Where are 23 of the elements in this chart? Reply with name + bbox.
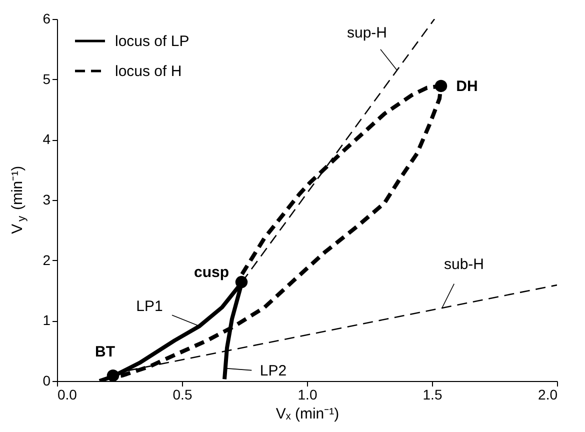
legend-label: locus of LP (115, 33, 190, 50)
x-tick-label: 1.0 (298, 386, 318, 402)
annotation: LP2 (260, 362, 287, 380)
annotation: sup-H (346, 24, 388, 42)
y-tick-label: 6 (42, 10, 51, 26)
x-tick-label: 0.0 (58, 386, 78, 402)
y-tick-label: 3 (42, 192, 51, 208)
y-tick-label: 2 (42, 252, 51, 268)
y-tick-label: 1 (42, 312, 51, 328)
x-tick-label: 2.0 (538, 386, 558, 402)
x-tick-label: 0.5 (172, 386, 192, 402)
y-tick-label: 5 (42, 70, 51, 87)
x-tick-label: 1.5 (422, 386, 442, 402)
annotation: sub-H (444, 256, 484, 273)
y-axis-title: Vy (min⁻¹) (9, 166, 28, 234)
annotation: DH (456, 78, 478, 95)
annotation: cusp (194, 264, 230, 282)
annotation: BT (95, 344, 115, 361)
legend-label: locus of H (115, 63, 182, 80)
y-tick-label: 0 (42, 372, 51, 388)
y-tick-label: 4 (42, 131, 51, 148)
annotation: LP1 (136, 298, 163, 316)
x-axis-title: Vₓ (min⁻¹) (276, 406, 340, 422)
